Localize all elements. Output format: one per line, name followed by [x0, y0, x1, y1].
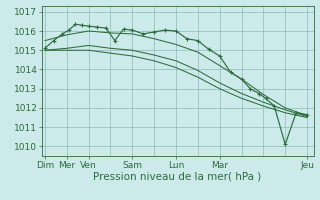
X-axis label: Pression niveau de la mer( hPa ): Pression niveau de la mer( hPa ) [93, 171, 262, 181]
